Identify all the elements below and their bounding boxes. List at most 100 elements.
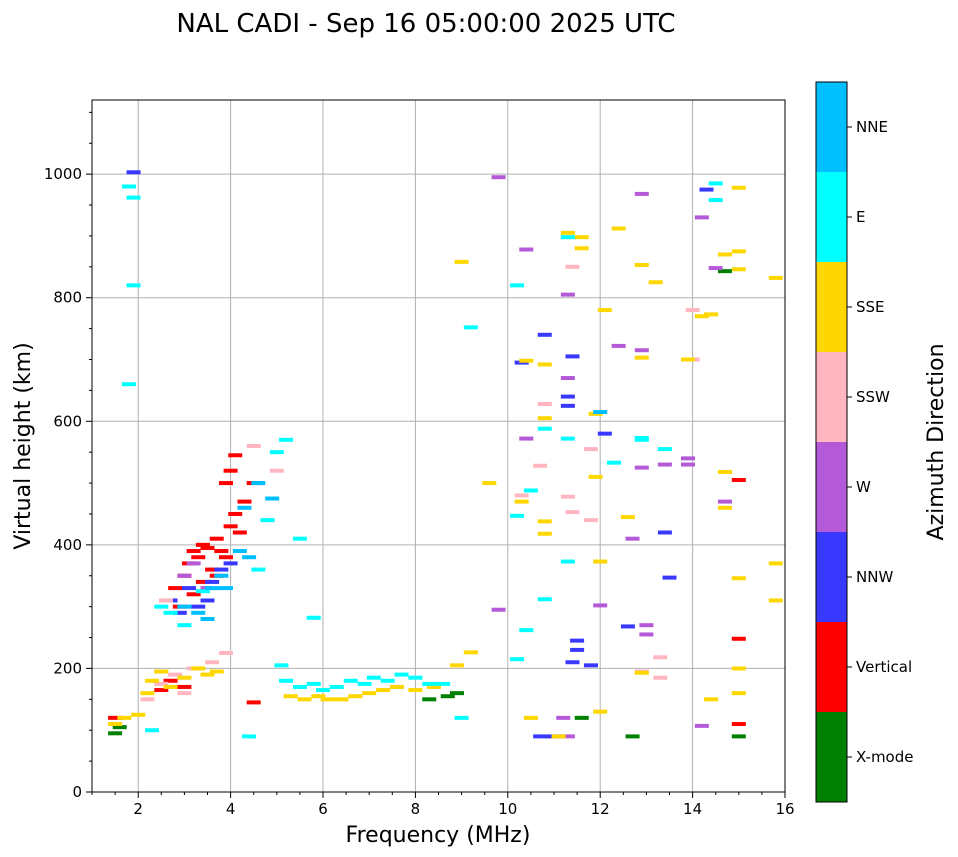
data-point [463,325,478,330]
data-point [634,465,649,470]
series-w [177,175,732,739]
y-tick-label: 200 [53,659,82,677]
data-point [523,715,538,720]
data-point [408,688,423,693]
data-point [731,477,746,482]
colorbar-segment [816,712,847,802]
data-point [218,650,233,655]
data-point [694,723,709,728]
x-tick-label: 4 [226,800,236,818]
y-tick-label: 0 [72,783,82,801]
data-point [242,734,257,739]
data-point [108,722,123,727]
x-axis-label: Frequency (MHz) [346,823,531,848]
data-point [223,561,238,566]
data-point [389,684,404,689]
data-point [560,494,575,499]
data-point [680,462,695,467]
data-point [205,567,220,572]
data-point [232,530,247,535]
data-point [260,518,275,523]
data-point [620,624,635,629]
data-point [537,426,552,431]
colorbar-segment [816,622,847,712]
colorbar-segment [816,532,847,622]
data-point [648,280,663,285]
colorbar: X-mode Vertical NNW W SSW SSE E NNE [815,81,913,803]
data-point [195,542,210,547]
x-tick-label: 6 [318,800,328,818]
data-point [121,184,136,189]
data-point [565,264,580,269]
colorbar-frame [815,81,848,803]
data-point [639,632,654,637]
data-point [491,175,506,180]
data-point [163,684,178,689]
data-point [205,579,220,584]
data-point [311,694,326,699]
data-point [551,734,566,739]
data-point [523,488,538,493]
data-point [449,663,464,668]
data-point [454,259,469,264]
data-point [570,638,585,643]
data-point [717,269,732,274]
data-point [560,230,575,235]
data-point [232,549,247,554]
data-point [329,684,344,689]
data-point [731,666,746,671]
data-point [731,267,746,272]
data-point [292,684,307,689]
data-point [228,453,243,458]
colorbar-tick-label: Vertical [856,658,912,676]
data-point [768,275,783,280]
data-point [731,185,746,190]
data-point [704,697,719,702]
data-point [269,468,284,473]
data-point [112,725,127,730]
data-point [768,561,783,566]
data-point [574,715,589,720]
data-point [186,561,201,566]
data-point [519,436,534,441]
data-point [177,623,192,628]
data-point [514,499,529,504]
x-tick-label: 14 [683,800,702,818]
y-tick-label: 600 [53,412,82,430]
data-point [680,357,695,362]
data-point [588,474,603,479]
data-point [611,343,626,348]
data-point [593,410,608,415]
data-point [228,511,243,516]
data-point [283,694,298,699]
data-point [195,579,210,584]
data-point [200,617,215,621]
data-point [191,604,206,609]
data-point [565,660,580,665]
data-point [634,437,649,442]
data-point [163,610,178,615]
data-point [126,170,141,175]
data-point [200,672,215,677]
data-point [348,694,363,699]
data-point [662,575,677,580]
data-point [657,462,672,467]
data-point [316,688,330,693]
data-point [422,697,437,702]
data-point [168,586,183,591]
colorbar-segment [816,172,847,262]
data-point [731,249,746,254]
data-point [121,382,136,387]
data-point [292,536,307,541]
data-point [172,610,187,615]
data-point [440,694,455,699]
data-point [140,691,155,696]
data-point [218,586,233,591]
y-axis-label: Virtual height (km) [11,342,36,549]
data-point [657,447,672,452]
data-point [597,308,612,313]
data-point [634,355,649,360]
data-point [537,597,552,602]
data-point [463,650,478,655]
x-tick-label: 16 [775,800,794,818]
